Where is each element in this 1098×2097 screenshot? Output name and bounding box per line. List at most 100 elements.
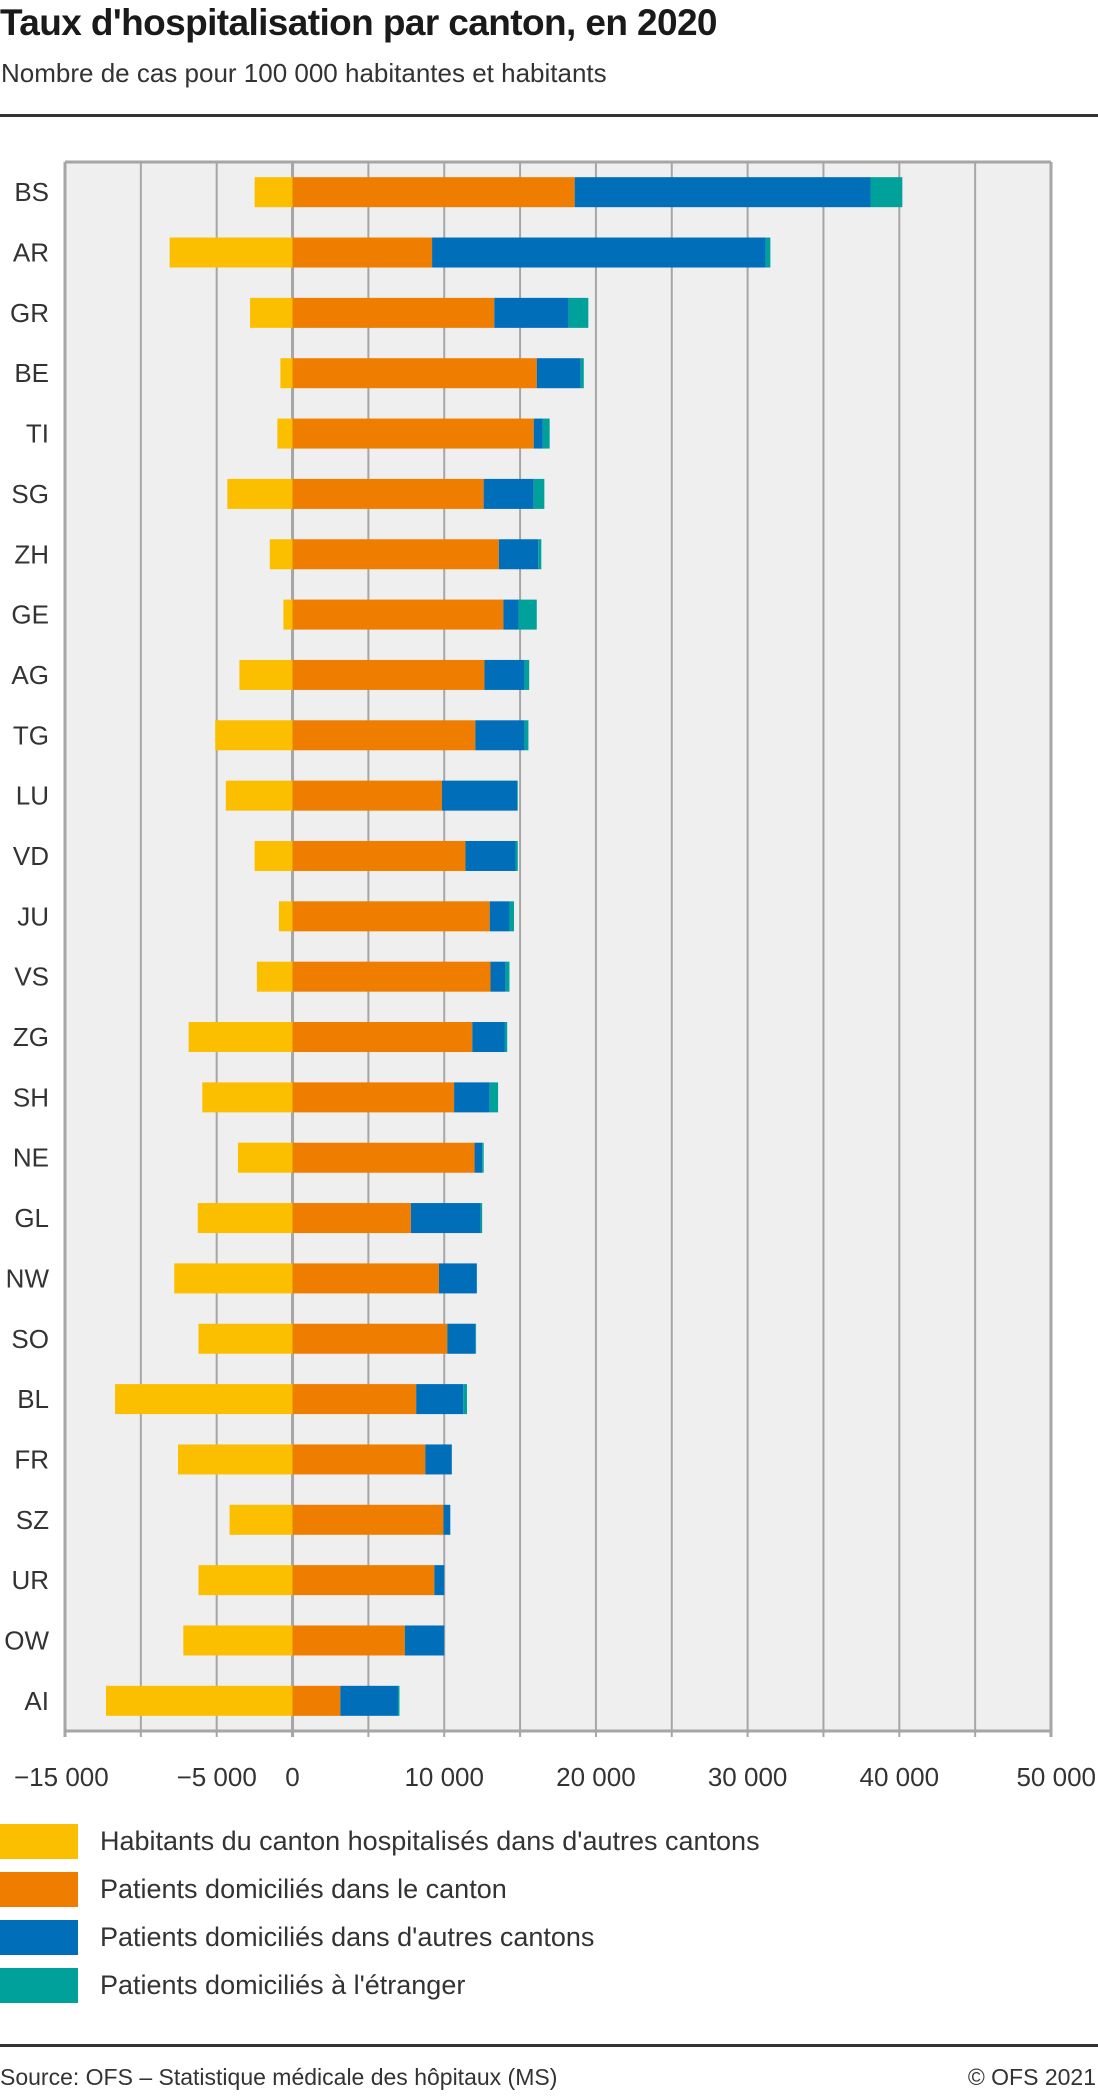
bar-other_canton xyxy=(432,237,766,268)
category-label: FR xyxy=(14,1444,49,1474)
bar-outbound xyxy=(269,539,293,570)
legend-swatch-foreign xyxy=(0,1968,78,2003)
x-tick-label: 30 000 xyxy=(708,1762,788,1792)
bar-outbound xyxy=(229,1504,293,1535)
bar-outbound xyxy=(237,1142,293,1173)
bar-other_canton xyxy=(434,1565,445,1596)
bar-foreign xyxy=(505,961,510,992)
bar-resident xyxy=(292,1203,411,1234)
bar-resident xyxy=(292,1142,475,1173)
category-label: SH xyxy=(13,1082,49,1112)
legend: Habitants du canton hospitalisés dans d'… xyxy=(0,1824,760,2016)
bar-foreign xyxy=(515,840,518,871)
bar-other_canton xyxy=(438,1263,477,1294)
bar-outbound xyxy=(277,418,293,449)
bar-other_canton xyxy=(494,297,569,328)
bar-foreign xyxy=(480,1203,483,1234)
bar-other_canton xyxy=(489,901,510,932)
x-tick-label: 10 000 xyxy=(404,1762,484,1792)
legend-item-outbound: Habitants du canton hospitalisés dans d'… xyxy=(0,1824,760,1872)
bar-resident xyxy=(292,1625,405,1656)
bar-resident xyxy=(292,1384,417,1415)
bar-resident xyxy=(292,358,537,389)
category-label: SG xyxy=(11,479,49,509)
bar-outbound xyxy=(227,478,293,509)
bar-foreign xyxy=(580,358,584,389)
x-tick-label: 0 xyxy=(285,1762,299,1792)
bar-resident xyxy=(292,478,484,509)
category-label: VS xyxy=(14,962,49,992)
bar-resident xyxy=(292,1565,435,1596)
bar-resident xyxy=(292,539,499,570)
bar-foreign xyxy=(542,418,550,449)
category-label: NE xyxy=(13,1143,49,1173)
bar-chart: BS AR GR BE TI SG ZH GE AG TG LU VD JU VS ZG SH NE GL NW SO… xyxy=(4,160,1096,1792)
bar-outbound xyxy=(178,1444,293,1475)
footer-divider xyxy=(0,2044,1098,2047)
x-tick-label: −5 000 xyxy=(177,1762,257,1792)
bar-resident xyxy=(292,177,575,208)
bar-foreign xyxy=(518,599,537,630)
category-label: ZG xyxy=(13,1022,49,1052)
bar-resident xyxy=(292,659,485,690)
bar-outbound xyxy=(198,1323,293,1354)
legend-label: Patients domiciliés dans le canton xyxy=(100,1874,507,1904)
legend-item-foreign: Patients domiciliés à l'étranger xyxy=(0,1968,760,2016)
bar-outbound xyxy=(283,599,293,630)
bar-resident xyxy=(292,840,466,871)
bar-foreign xyxy=(397,1685,400,1716)
bar-foreign xyxy=(504,1022,508,1053)
bar-resident xyxy=(292,1504,444,1535)
bar-foreign xyxy=(517,780,518,811)
bar-foreign xyxy=(482,1142,484,1173)
bar-other_canton xyxy=(340,1685,398,1716)
bar-resident xyxy=(292,1022,473,1053)
legend-label: Patients domiciliés dans d'autres canton… xyxy=(100,1922,595,1952)
bar-other_canton xyxy=(475,720,525,751)
x-tick-label: −15 000 xyxy=(14,1762,109,1792)
category-label: GL xyxy=(14,1203,49,1233)
bars xyxy=(105,177,903,1716)
legend-swatch-outbound xyxy=(0,1824,78,1859)
bar-outbound xyxy=(239,659,293,690)
bar-foreign xyxy=(568,297,589,328)
bar-foreign xyxy=(533,478,545,509)
bar-foreign xyxy=(475,1323,477,1354)
chart-title: Taux d'hospitalisation par canton, en 20… xyxy=(0,2,718,43)
category-label: SZ xyxy=(16,1505,49,1535)
category-label: NW xyxy=(6,1263,50,1293)
bar-outbound xyxy=(278,901,293,932)
bar-outbound xyxy=(183,1625,293,1656)
bar-foreign xyxy=(524,659,530,690)
bar-other_canton xyxy=(465,840,516,871)
bar-other_canton xyxy=(498,539,539,570)
bar-foreign xyxy=(765,237,771,268)
category-label: UR xyxy=(11,1565,49,1595)
bar-outbound xyxy=(115,1384,293,1415)
bar-foreign xyxy=(509,901,515,932)
category-label: BE xyxy=(14,358,49,388)
bar-foreign xyxy=(870,177,903,208)
category-labels: BS AR GR BE TI SG ZH GE AG TG LU VD JU VS ZG SH NE GL NW SO… xyxy=(4,177,49,1716)
bar-outbound xyxy=(202,1082,293,1113)
bar-outbound xyxy=(250,297,293,328)
x-tick-label: 20 000 xyxy=(556,1762,636,1792)
category-label: AI xyxy=(24,1686,49,1716)
chart-subtitle: Nombre de cas pour 100 000 habitantes et… xyxy=(1,58,607,88)
category-label: TI xyxy=(26,419,49,449)
category-label: AR xyxy=(13,238,49,268)
category-label: TG xyxy=(13,720,49,750)
bar-resident xyxy=(292,418,534,449)
bar-other_canton xyxy=(533,418,543,449)
bar-other_canton xyxy=(503,599,519,630)
bar-foreign xyxy=(538,539,542,570)
bar-other_canton xyxy=(490,961,506,992)
bar-outbound xyxy=(215,720,293,751)
category-label: GR xyxy=(10,298,49,328)
x-axis-labels: −15 000 −5 000 0 10 000 20 000 30 000 40 000 50… xyxy=(14,1762,1096,1792)
copyright-note: © OFS 2021 xyxy=(967,2064,1096,2090)
bar-resident xyxy=(292,780,442,811)
category-label: BS xyxy=(14,177,49,207)
bar-resident xyxy=(292,599,504,630)
legend-label: Habitants du canton hospitalisés dans d'… xyxy=(100,1826,760,1856)
